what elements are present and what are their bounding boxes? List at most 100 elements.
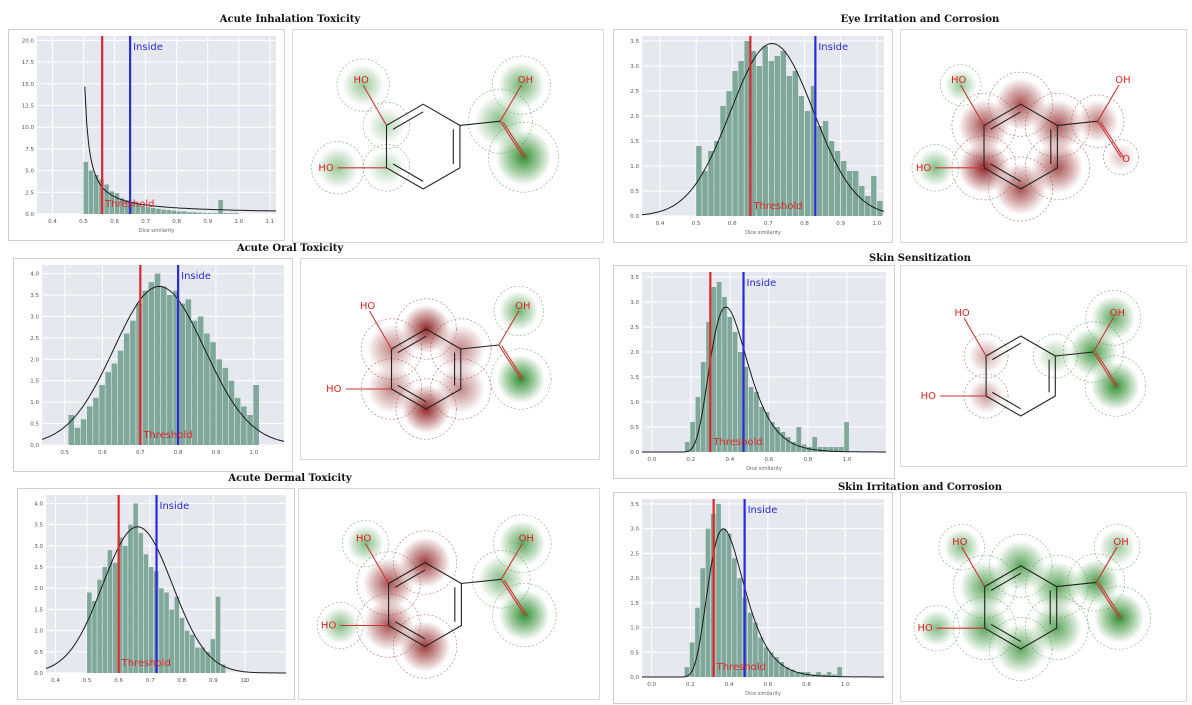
x-tick-label: 0.2 — [686, 457, 695, 463]
y-tick-label: 2.0 — [34, 586, 43, 592]
y-tick-label: 0.0 — [630, 450, 639, 456]
carboxyl-oh-bond — [1095, 546, 1118, 583]
double-bond — [392, 111, 424, 130]
x-tick-label: 0.6 — [110, 219, 119, 225]
histogram-panel-5: 0.0 0.5 1.0 1.5 2.0 2.5 3.0 3.5 0.0 0.2 0.4 0.6 0.8 1… — [613, 492, 893, 704]
double-bond — [992, 391, 1021, 410]
threshold-label: Threshold — [712, 437, 762, 448]
double-bond — [394, 621, 426, 640]
histogram-bar — [738, 61, 744, 216]
histogram-bar — [756, 66, 762, 216]
positive-contribution-blob — [1085, 290, 1142, 346]
histogram-bar — [130, 201, 135, 214]
x-tick-label: 0.9 — [836, 221, 845, 227]
carboxyl-bond — [1055, 351, 1094, 357]
histogram-panel-4: 0.0 0.5 1.0 1.5 2.0 2.5 3.0 3.5 4.0 0.4 0.5 0.6 0.7 0… — [17, 488, 295, 700]
positive-contribution-blob — [1093, 523, 1141, 571]
atom-label: HO — [326, 384, 342, 395]
x-tick-label: 0.6 — [763, 682, 772, 688]
atom-label: HO — [921, 391, 937, 402]
threshold-label: Threshold — [752, 201, 802, 212]
histogram-bar — [185, 299, 192, 445]
double-bond — [392, 163, 424, 182]
carboxyl-bond — [1057, 120, 1098, 126]
y-tick-label: 1.5 — [630, 375, 639, 381]
histogram-bar — [187, 212, 192, 214]
x-tick-label: 0.9 — [212, 450, 221, 456]
histogram-bar — [130, 320, 136, 445]
y-tick-label: 1.0 — [34, 629, 43, 635]
histogram-bar — [748, 387, 754, 452]
histogram-bar — [871, 176, 877, 216]
double-bond — [990, 572, 1021, 591]
histogram-bar — [877, 201, 883, 216]
histogram-bar — [833, 447, 839, 452]
histogram-bar — [148, 282, 155, 445]
histogram-bar — [156, 208, 161, 214]
density-curve — [642, 528, 884, 678]
histogram-bar — [743, 367, 749, 452]
histogram-bar — [828, 447, 834, 452]
histogram-bar — [768, 652, 774, 677]
x-tick-label: 1 — [243, 678, 247, 684]
carboxyl-oh-bond — [498, 310, 520, 346]
histogram-bar — [210, 639, 216, 673]
x-tick-label: 1.0 — [841, 682, 850, 688]
histogram-bar — [192, 212, 197, 214]
histogram-bar — [93, 174, 99, 214]
histogram-bar — [86, 406, 93, 445]
histogram-bar — [105, 372, 112, 445]
y-tick-label: 1.5 — [30, 379, 39, 385]
x-axis-label: Dice similarity — [745, 230, 781, 236]
histogram-bar — [112, 562, 118, 673]
histogram-3: 0.0 0.5 1.0 1.5 2.0 2.5 3.0 3.5 0.0 0.2 0.4 0.6 0.8 1… — [630, 272, 886, 472]
x-tick-label: 0.4 — [51, 678, 60, 684]
histogram-bar — [834, 151, 841, 216]
histogram-bar — [753, 392, 759, 452]
histogram-bar — [695, 397, 701, 452]
y-tick-label: 0.0 — [25, 212, 34, 218]
x-axis-label: Dice similarity — [745, 691, 781, 697]
histogram-bar — [812, 437, 818, 452]
histogram-bar — [727, 317, 733, 452]
histogram-bar — [775, 427, 780, 452]
y-tick-label: 0.0 — [630, 214, 639, 220]
histogram-bar — [173, 290, 179, 445]
y-tick-label: 2.5 — [34, 565, 43, 571]
y-tick-label: 10.0 — [22, 125, 35, 131]
y-tick-label: 0.0 — [30, 443, 39, 449]
y-tick-label: 2.0 — [30, 357, 39, 363]
histogram-bar — [174, 596, 180, 673]
histogram-panel-1: 0.0 0.5 1.0 1.5 2.0 2.5 3.0 3.5 0.4 0.5 0.6 0.7 0.8 0… — [613, 29, 893, 243]
x-tick-label: 1.0 — [241, 678, 250, 684]
carbonyl-bond — [498, 344, 522, 380]
atom-label: HO — [356, 534, 372, 545]
histogram-bar — [166, 210, 172, 214]
histogram-2: 0.0 0.5 1.0 1.5 2.0 2.5 3.0 3.5 4.0 0.5 0.6 0.7 0.8 0… — [30, 265, 285, 456]
x-tick-label: 0.5 — [60, 450, 69, 456]
inside-label: Inside — [160, 501, 190, 512]
hydroxyl-bond — [963, 317, 987, 357]
histogram-bar — [780, 51, 787, 216]
x-tick-label: 1.0 — [234, 219, 243, 225]
histogram-bar — [758, 637, 763, 677]
histogram-bar — [753, 622, 758, 677]
histogram-bar — [774, 657, 779, 677]
histogram-bar — [241, 406, 247, 445]
histogram-bar — [846, 171, 853, 216]
histogram-bar — [737, 578, 742, 677]
histogram-bar — [93, 397, 99, 445]
histogram-bar — [720, 106, 726, 216]
histogram-bar — [828, 141, 835, 216]
carboxyl-oh-bond — [500, 543, 523, 580]
atom-label: OH — [1115, 75, 1130, 86]
x-tick-label: 0.7 — [764, 221, 773, 227]
histogram-bar — [102, 567, 108, 673]
histogram-bar — [750, 51, 756, 216]
histogram-bar — [716, 503, 721, 677]
histogram-bar — [164, 592, 169, 673]
histogram-bar — [810, 86, 817, 216]
histogram-bar — [763, 647, 769, 677]
positive-contribution-blob — [939, 64, 982, 106]
histogram-bar — [762, 46, 768, 216]
